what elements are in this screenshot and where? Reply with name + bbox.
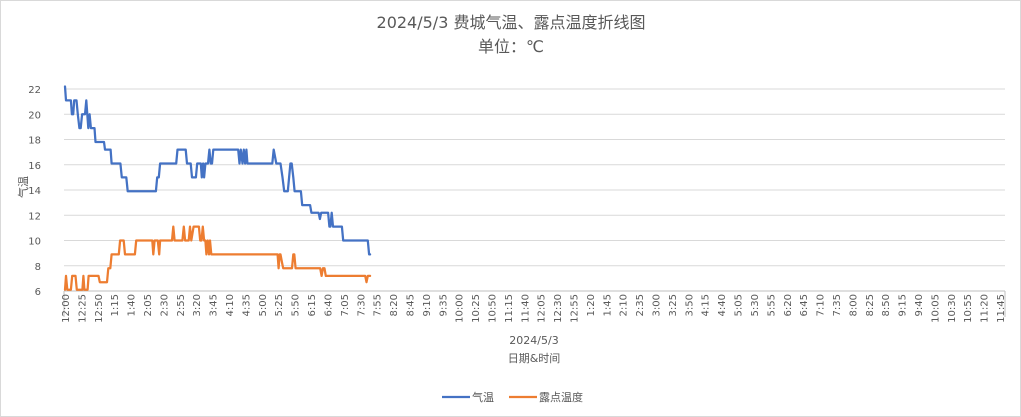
x-tick-label: 1:15 <box>110 294 121 316</box>
y-tick-label: 14 <box>28 186 41 197</box>
x-tick-label: 3:00 <box>652 294 663 316</box>
y-tick-label: 16 <box>28 161 41 172</box>
x-tick-label: 5:30 <box>750 294 761 316</box>
gridlines <box>64 88 1005 267</box>
x-tick-label: 11:45 <box>996 294 1007 323</box>
x-tick-label: 10:00 <box>455 294 466 323</box>
x-tick-label: 6:20 <box>783 294 794 316</box>
x-tick-label: 10:05 <box>930 294 941 323</box>
x-tick-label: 5:00 <box>258 294 269 316</box>
chart-title: 2024/5/3 费城气温、露点温度折线图 <box>377 13 646 32</box>
x-tick-label: 10:50 <box>487 294 498 323</box>
x-tick-label: 11:20 <box>980 294 991 323</box>
y-tick-label: 22 <box>28 85 41 96</box>
x-tick-label: 9:40 <box>914 294 925 316</box>
x-tick-label: 12:25 <box>77 294 88 323</box>
chart-subtitle: 单位：℃ <box>478 37 544 56</box>
x-tick-label: 2:05 <box>143 294 154 316</box>
x-tick-label: 3:25 <box>668 294 679 316</box>
x-tick-label: 8:25 <box>865 294 876 316</box>
x-tick-label: 11:15 <box>504 294 515 323</box>
x-tick-label: 7:35 <box>832 294 843 316</box>
x-tick-label: 10:55 <box>963 294 974 323</box>
x-tick-label: 6:40 <box>323 294 334 316</box>
x-tick-label: 5:50 <box>291 294 302 316</box>
y-tick-label: 6 <box>35 287 41 298</box>
y-tick-label: 18 <box>28 136 41 147</box>
x-axis-title: 日期&时间 <box>508 352 561 365</box>
series-lines <box>63 85 372 291</box>
series-line-2 <box>63 225 372 291</box>
x-tick-label: 11:40 <box>520 294 531 323</box>
x-tick-label: 1:20 <box>586 294 597 316</box>
x-tick-label: 1:45 <box>602 294 613 316</box>
x-tick-label: 4:10 <box>225 294 236 316</box>
y-tick-label: 8 <box>35 262 41 273</box>
x-tick-label: 4:15 <box>701 294 712 316</box>
x-tick-label: 2:30 <box>159 294 170 316</box>
x-tick-label: 9:10 <box>422 294 433 316</box>
y-tick-label: 10 <box>28 237 41 248</box>
x-tick-label: 5:05 <box>734 294 745 316</box>
x-tick-label: 5:25 <box>274 294 285 316</box>
x-tick-label: 1:40 <box>127 294 138 316</box>
legend: 气温 露点温度 <box>442 390 583 404</box>
x-tick-label: 9:15 <box>898 294 909 316</box>
x-tick-label: 8:45 <box>405 294 416 316</box>
x-tick-label: 10:30 <box>947 294 958 323</box>
x-tick-label: 7:55 <box>373 294 384 316</box>
x-tick-label: 8:50 <box>881 294 892 316</box>
x-tick-label: 7:10 <box>816 294 827 316</box>
x-tick-label: 3:50 <box>684 294 695 316</box>
x-tick-label: 3:20 <box>192 294 203 316</box>
x-tick-label: 7:05 <box>340 294 351 316</box>
x-tick-label: 12:00 <box>61 294 72 323</box>
x-tick-label: 2:35 <box>635 294 646 316</box>
x-tick-label: 6:15 <box>307 294 318 316</box>
legend-label-2: 露点温度 <box>539 390 583 404</box>
x-tick-label: 12:30 <box>553 294 564 323</box>
x-tick-label: 8:00 <box>848 294 859 316</box>
y-tick-label: 20 <box>28 110 41 121</box>
x-tick-label: 5:55 <box>766 294 777 316</box>
x-tick-label: 10:25 <box>471 294 482 323</box>
x-tick-label: 7:30 <box>356 294 367 316</box>
x-tick-label: 4:35 <box>241 294 252 316</box>
x-tick-label: 6:45 <box>799 294 810 316</box>
x-tick-label: 8:20 <box>389 294 400 316</box>
x-tick-label: 4:40 <box>717 294 728 316</box>
y-tick-label: 12 <box>28 211 41 222</box>
x-tick-label: 3:45 <box>209 294 220 316</box>
x-tick-label: 2:55 <box>176 294 187 316</box>
x-group-label: 2024/5/3 <box>509 334 558 347</box>
x-tick-label: 12:50 <box>94 294 105 323</box>
x-tick-label: 2:10 <box>619 294 630 316</box>
axes: 6 8 10 12 14 16 18 20 22 12:00 12:25 12:50 1:15 1:40 2… <box>28 85 1007 323</box>
y-axis-title: 气温 <box>16 176 30 198</box>
x-tick-label: 9:35 <box>438 294 449 316</box>
x-tick-label: 12:55 <box>570 294 581 323</box>
legend-label-1: 气温 <box>472 390 494 404</box>
series-line-1 <box>63 85 372 256</box>
x-tick-label: 12:05 <box>537 294 548 323</box>
